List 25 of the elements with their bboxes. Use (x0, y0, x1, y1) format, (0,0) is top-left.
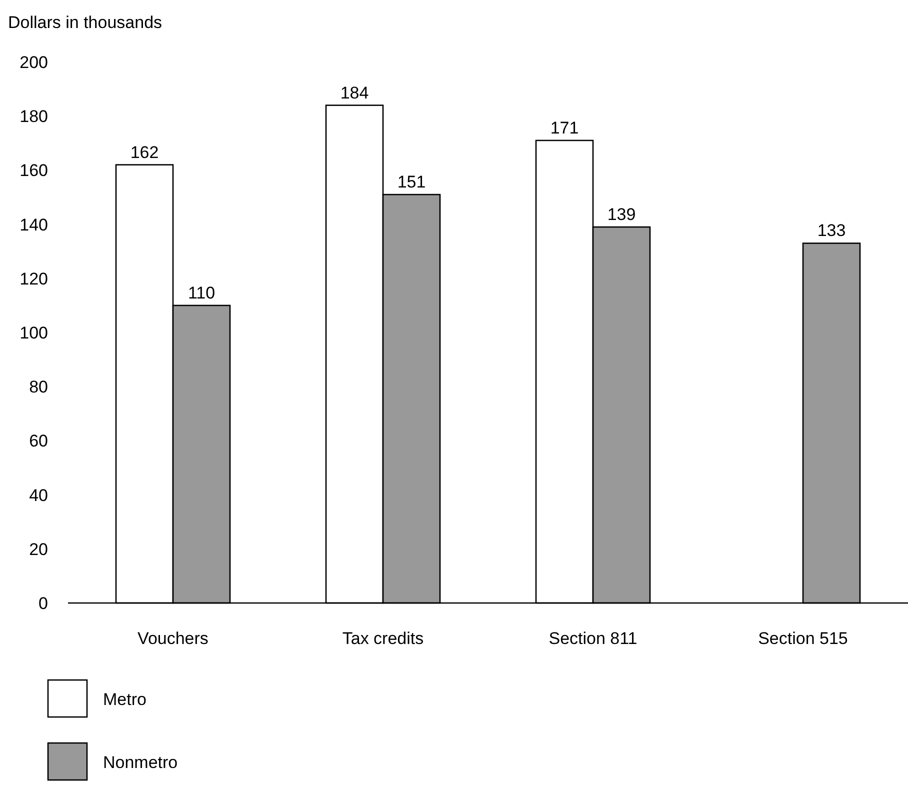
data-label: 139 (607, 205, 636, 224)
x-tick-label: Section 811 (548, 629, 638, 648)
y-tick-label: 60 (29, 432, 48, 451)
data-label: 151 (397, 172, 426, 192)
x-tick-label: Tax credits (342, 629, 424, 648)
y-tick-label: 140 (20, 215, 48, 234)
legend-label: Nonmetro (103, 753, 178, 772)
y-tick-label: 100 (20, 324, 48, 342)
y-tick-label: 120 (20, 269, 48, 288)
data-label: 171 (550, 118, 579, 138)
y-axis-title: Dollars in thousands (8, 13, 162, 32)
x-tick-label: Section 515 (758, 629, 848, 648)
y-tick-label: 200 (20, 53, 48, 72)
y-tick-label: 80 (29, 378, 48, 397)
data-label: 110 (188, 283, 216, 302)
y-tick-label: 20 (29, 540, 48, 559)
y-tick-label: 160 (20, 161, 48, 180)
data-label: 133 (817, 221, 846, 240)
y-tick-label: 0 (38, 594, 48, 613)
y-tick-label: 40 (29, 486, 48, 505)
data-label: 162 (130, 142, 159, 162)
x-tick-label: Vouchers (138, 629, 208, 648)
data-label: 184 (340, 83, 369, 102)
y-tick-label: 180 (20, 107, 48, 126)
legend-label: Metro (103, 690, 146, 709)
